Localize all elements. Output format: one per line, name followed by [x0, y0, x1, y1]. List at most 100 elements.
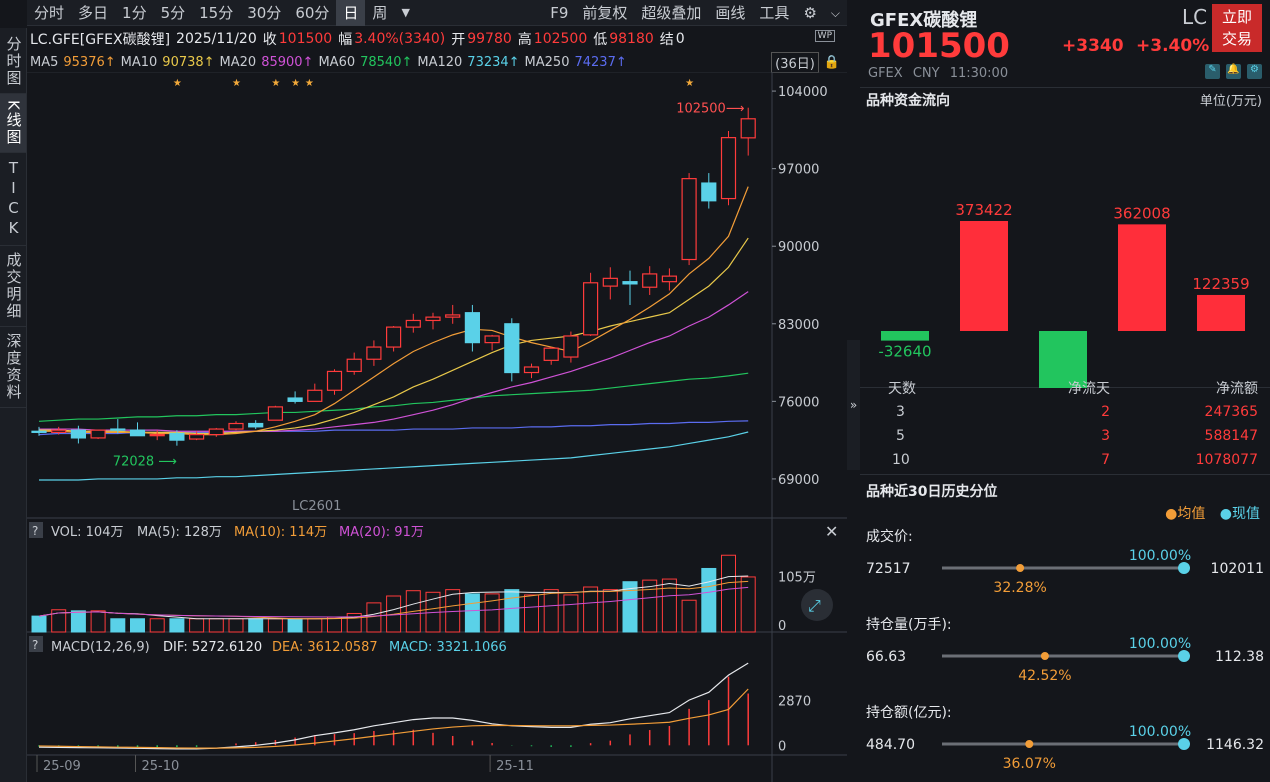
gear-icon[interactable]: ⚙ — [803, 3, 817, 22]
draw-button[interactable]: 画线 — [715, 3, 746, 22]
percentile-row-label: 持仓额(亿元): — [866, 705, 952, 721]
flow-bar — [1197, 294, 1245, 331]
nav-trades[interactable]: 成交明细 — [0, 246, 26, 327]
flow-bar-label: 122359 — [1192, 275, 1249, 293]
kline-chart-area[interactable]: 104000 97000 90000 83000 76000 69000 LC2601 ★ ★ ★… — [27, 71, 847, 782]
macd-axis-label: 0 — [778, 739, 786, 754]
candle-body — [366, 346, 382, 360]
tools-button[interactable]: 工具 — [759, 3, 790, 22]
col-net-days: 净流天 — [1068, 381, 1110, 397]
star-icon: ★ — [291, 78, 300, 89]
fund-flow-chart: -3264011-1437342211-17-23700211-18362008… — [878, 201, 1250, 388]
f9-button[interactable]: F9 — [550, 3, 569, 22]
vol-ma20-legend: MA(20): 91万 — [339, 525, 424, 540]
candle-body — [681, 178, 697, 261]
percentile-max-value: 112.38 — [1215, 649, 1264, 665]
cell-days: 5 — [896, 428, 905, 444]
volume-bar — [622, 581, 638, 633]
period-tab-60m[interactable]: 60分 — [295, 3, 330, 22]
avg-marker — [1025, 740, 1034, 748]
candle-body — [149, 433, 165, 437]
ma60-label: MA60 — [318, 54, 356, 70]
chevron-down-icon[interactable]: ⌵ — [830, 5, 840, 20]
volume-bar — [583, 586, 599, 633]
period-more-icon[interactable]: ▼ — [401, 5, 410, 19]
kline-svg[interactable]: 104000 97000 90000 83000 76000 69000 LC2601 ★ ★ ★… — [27, 71, 847, 782]
panel-collapse-handle[interactable]: » — [847, 340, 860, 470]
ma20-value: 85900↑ — [261, 54, 314, 70]
star-icon: ★ — [685, 78, 694, 89]
candle-body — [90, 429, 106, 439]
overlay-button[interactable]: 超级叠加 — [641, 3, 702, 22]
star-icon: ★ — [232, 78, 241, 89]
candle-body — [405, 319, 421, 328]
period-tab-intraday[interactable]: 分时 — [34, 3, 65, 22]
volume-bar — [248, 618, 264, 633]
ma120-value: 73234↑ — [467, 54, 520, 70]
period-tab-15m[interactable]: 15分 — [199, 3, 234, 22]
volume-bar — [51, 609, 67, 633]
high-label: 高 — [517, 32, 532, 48]
percentile-min-value: 484.70 — [866, 737, 915, 753]
candle-body — [425, 316, 441, 322]
range-value: 3.40%(3340) — [354, 31, 446, 47]
ma10-label: MA10 — [120, 54, 158, 70]
period-tab-week[interactable]: 周 — [372, 3, 388, 22]
avg-pct-label: 32.28% — [993, 580, 1046, 596]
range-label: 幅 — [338, 32, 353, 48]
avg-marker — [1040, 652, 1049, 660]
min-price-label: 72028 ⟶ — [113, 454, 177, 469]
candle-body — [31, 430, 47, 433]
period-tab-multiday[interactable]: 多日 — [78, 3, 109, 22]
candle-body — [110, 428, 126, 431]
period-tab-day[interactable]: 日 — [336, 0, 366, 26]
ma120-line — [39, 431, 749, 481]
wp-icon[interactable]: WP — [814, 30, 835, 42]
ma5-label: MA5 — [30, 54, 59, 70]
macd-value-legend: MACD: 3321.1066 — [389, 640, 507, 655]
legend-now: 现值 — [1232, 506, 1260, 522]
volume-bar — [504, 589, 520, 633]
nav-kline[interactable]: K线图 — [0, 94, 26, 153]
volume-bar — [740, 576, 756, 633]
cell-net-amount: 1078077 — [1195, 452, 1258, 468]
open-label: 开 — [451, 32, 466, 48]
period-tab-1m[interactable]: 1分 — [122, 3, 147, 22]
lock-icon[interactable]: 🔒 — [823, 54, 840, 70]
settings-icon[interactable]: ⚙ — [1247, 64, 1262, 79]
percentile-chart: 成交价: 72517 100.00% 32.28% 102011 持仓量(万手): 66.6… — [866, 528, 1264, 772]
adjust-button[interactable]: 前复权 — [582, 3, 628, 22]
macd-dea-legend: DEA: 3612.0587 — [272, 640, 378, 655]
percentile-section: 品种近30日历史分位 ●均值 ●现值 成交价: 72517 100.00% 32.28… — [860, 474, 1270, 782]
volume-bar — [228, 618, 244, 633]
volume-bar — [267, 618, 283, 633]
price-tick-label: 69000 — [778, 473, 819, 488]
period-tab-5m[interactable]: 5分 — [160, 3, 186, 22]
alert-icon[interactable]: 🔔 — [1226, 64, 1241, 79]
now-marker — [1178, 738, 1190, 750]
period-tab-30m[interactable]: 30分 — [247, 3, 282, 22]
instrument-code: LC — [1182, 5, 1208, 29]
low-label: 低 — [593, 32, 608, 48]
trade-now-button[interactable]: 立即交易 — [1212, 4, 1262, 52]
candle-body — [70, 429, 87, 439]
nav-tick[interactable]: TICK — [0, 153, 26, 246]
flow-bar — [881, 331, 929, 341]
cell-net-amount: 247365 — [1204, 404, 1258, 420]
candle-body — [307, 389, 323, 402]
volume-bar — [721, 554, 736, 633]
period-count[interactable]: (36日) — [771, 51, 819, 73]
candle-body — [701, 182, 717, 202]
candle-body — [326, 370, 343, 391]
ma5-value: 95376↑ — [63, 54, 116, 70]
edit-icon[interactable]: ✎ — [1205, 64, 1220, 79]
nav-intraday[interactable]: 分时图 — [0, 28, 26, 94]
percentile-legend: ●均值 ●现值 — [1165, 503, 1260, 523]
ma250-value: 74237↑ — [574, 54, 627, 70]
star-icon: ★ — [305, 78, 314, 89]
macd-dif-legend: DIF: 5272.6120 — [163, 640, 262, 655]
nav-depth[interactable]: 深度资料 — [0, 327, 26, 408]
volume-bar — [31, 615, 47, 633]
star-icon: ★ — [173, 78, 182, 89]
macd-axis-label: 2870 — [778, 695, 811, 710]
